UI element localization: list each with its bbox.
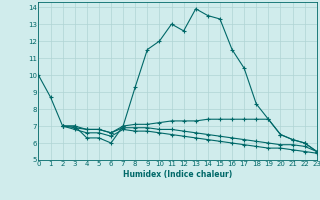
- X-axis label: Humidex (Indice chaleur): Humidex (Indice chaleur): [123, 170, 232, 179]
